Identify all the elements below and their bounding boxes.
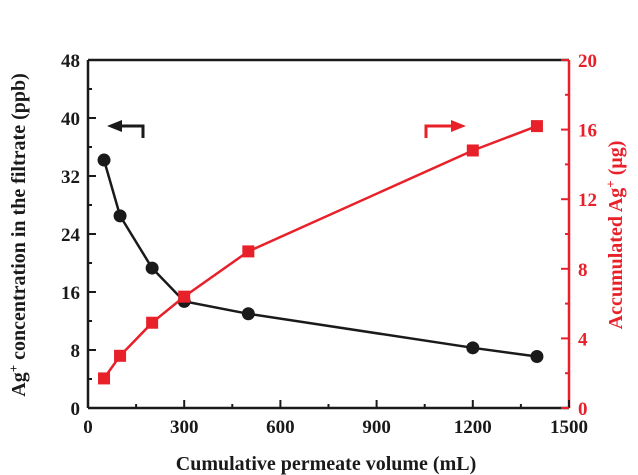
left-y-axis-title: Ag+ concentration in the filtrate (ppb) <box>6 73 31 397</box>
right-axis-indicator-arrow <box>424 124 452 138</box>
left-y-tick-label: 32 <box>61 167 80 188</box>
data-point-right <box>98 372 111 385</box>
data-point-left <box>97 153 111 167</box>
x-tick-label: 600 <box>266 417 295 438</box>
right-y-tick-label: 12 <box>578 190 597 211</box>
left-y-tick-label: 8 <box>71 341 81 362</box>
right-y-tick-label: 0 <box>578 399 588 420</box>
right-y-tick-label: 20 <box>578 51 597 72</box>
x-axis-title: Cumulative permeate volume (mL) <box>176 453 477 475</box>
data-point-right <box>242 245 255 258</box>
data-point-left <box>466 341 480 355</box>
right-y-axis-ticks: 0 4 8 12 16 20 <box>561 51 597 420</box>
x-tick-label: 300 <box>170 417 199 438</box>
right-y-tick-label: 16 <box>578 121 597 142</box>
data-point-left <box>241 307 255 321</box>
left-y-tick-label: 40 <box>61 109 80 130</box>
left-y-tick-label: 24 <box>61 225 81 246</box>
series-layer <box>97 120 544 385</box>
series-line-left <box>102 159 538 358</box>
data-point-right <box>466 144 479 157</box>
x-tick-label: 1500 <box>550 417 588 438</box>
left-y-tick-label: 0 <box>71 399 81 420</box>
left-axis-indicator-arrowhead <box>107 120 122 132</box>
x-tick-label: 900 <box>362 417 391 438</box>
data-point-right <box>114 349 127 362</box>
data-point-right <box>530 120 543 133</box>
x-tick-label: 0 <box>83 417 93 438</box>
data-point-left <box>530 350 544 364</box>
data-point-right <box>178 290 191 303</box>
x-axis-ticks: 0 300 600 900 1200 1500 <box>83 400 588 438</box>
data-point-right <box>146 316 159 329</box>
left-y-tick-label: 16 <box>61 283 80 304</box>
right-axis-indicator-arrowhead <box>451 120 466 132</box>
right-y-tick-label: 4 <box>578 329 588 350</box>
left-y-axis-ticks: 0 8 16 24 32 40 48 <box>61 51 96 420</box>
plot-frame <box>86 58 571 410</box>
left-axis-indicator-arrow <box>121 124 145 138</box>
x-tick-label: 1200 <box>454 417 492 438</box>
axis-indicator-arrows <box>107 120 466 138</box>
series-line-right <box>102 124 538 380</box>
right-y-tick-label: 8 <box>578 260 588 281</box>
data-point-left <box>113 209 127 223</box>
data-point-left <box>145 261 159 275</box>
right-y-axis-title: Accumulated Ag+ (μg) <box>603 141 628 330</box>
left-y-tick-label: 48 <box>61 51 80 72</box>
